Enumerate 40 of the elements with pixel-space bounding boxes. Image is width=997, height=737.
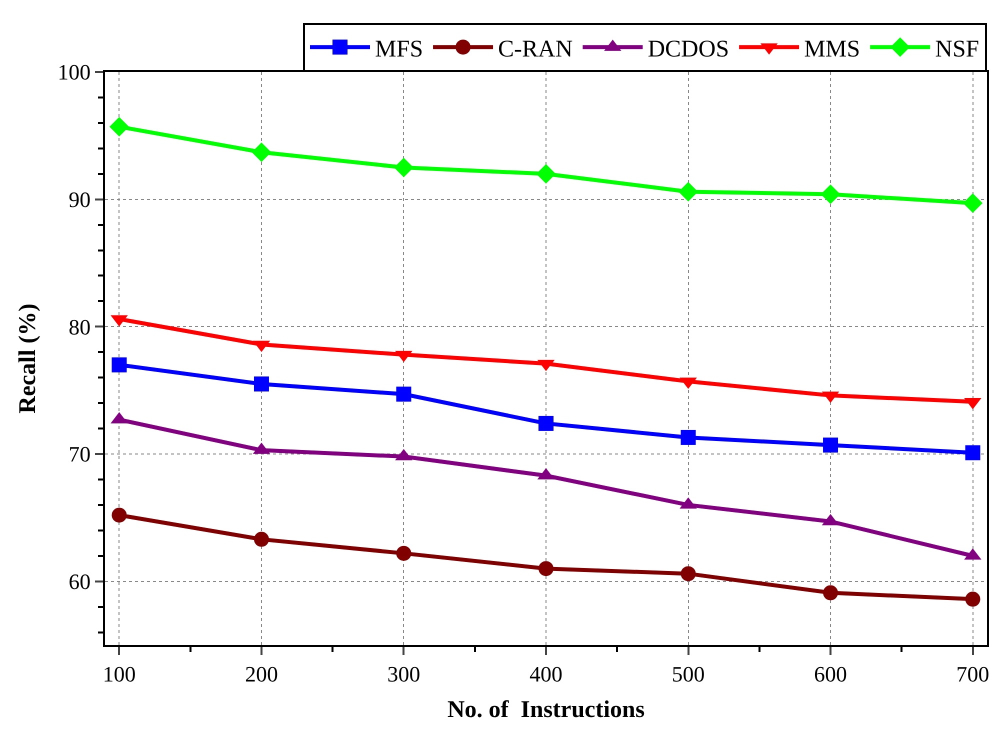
point: [680, 430, 696, 445]
legend-label: DCDOS: [648, 36, 730, 62]
point: [254, 532, 269, 547]
x-tick-label: 100: [102, 661, 136, 686]
y-axis-title: Recall (%): [15, 304, 42, 414]
point: [252, 142, 272, 162]
y-tick-label: 100: [58, 60, 91, 85]
point: [538, 416, 554, 431]
point: [820, 184, 840, 204]
point: [536, 164, 556, 184]
legend-label: MMS: [804, 36, 860, 62]
point: [109, 117, 129, 136]
point: [823, 585, 838, 600]
point: [965, 445, 980, 460]
x-tick-label: 400: [530, 661, 562, 686]
x-tick-label: 600: [814, 661, 848, 686]
point: [254, 376, 269, 392]
x-axis-title: No. of Instructions: [447, 697, 645, 724]
y-tick-label: 80: [68, 314, 91, 340]
point: [963, 193, 983, 213]
point: [112, 508, 127, 523]
point: [396, 546, 412, 561]
y-tick-label: 70: [68, 442, 91, 467]
legend-label: MFS: [375, 36, 424, 62]
x-tick-label: 500: [672, 661, 705, 686]
point: [823, 438, 838, 453]
legend-label: C-RAN: [498, 36, 573, 62]
y-tick-label: 60: [68, 569, 91, 594]
y-tick-label: 90: [68, 187, 91, 212]
point: [965, 592, 980, 607]
x-tick-label: 700: [956, 661, 990, 686]
point: [538, 561, 554, 576]
legend-label: NSF: [935, 36, 980, 62]
point: [680, 566, 696, 582]
x-tick-label: 300: [387, 661, 420, 686]
x-tick-label: 200: [244, 661, 278, 686]
point: [112, 357, 127, 372]
point: [394, 158, 414, 178]
point: [396, 386, 412, 402]
point: [678, 182, 698, 202]
